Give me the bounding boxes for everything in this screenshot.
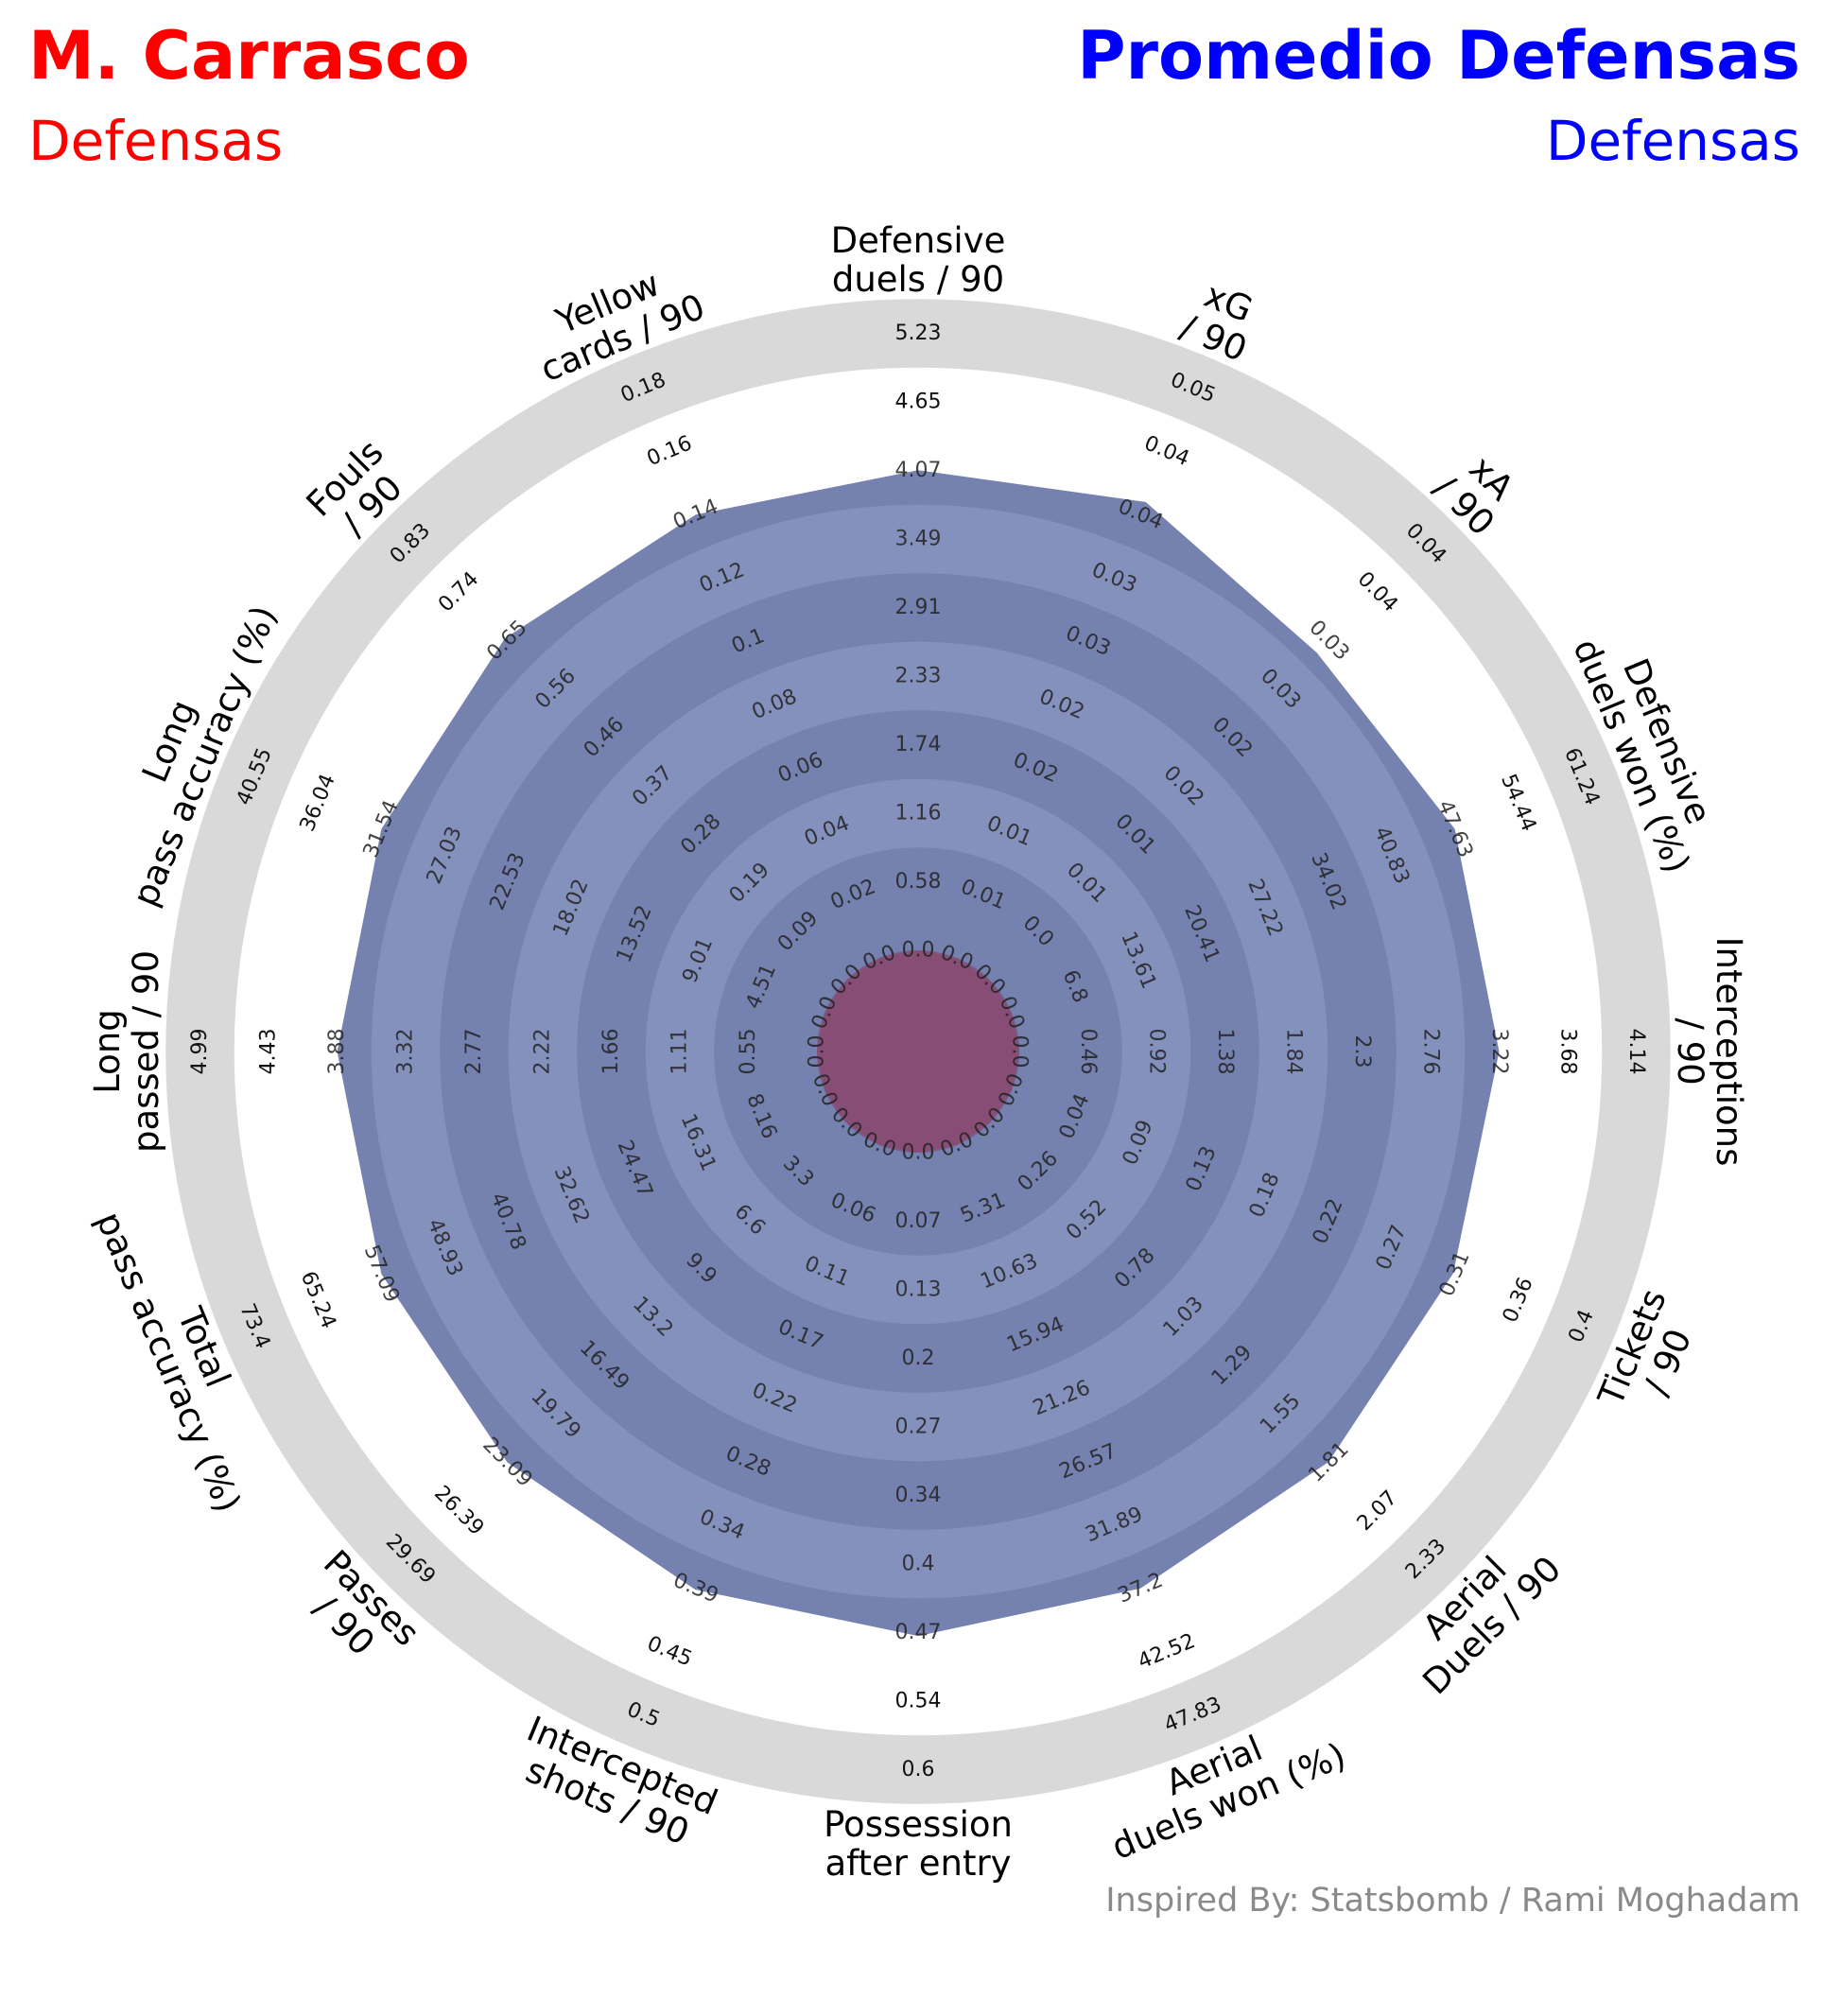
ring-value-label: 0.13 [895, 1278, 942, 1302]
ring-value-label: 2.07 [1353, 1486, 1402, 1536]
param-label: Defensive duels / 90 [831, 220, 1006, 300]
ring-value-label: 42.52 [1135, 1629, 1199, 1674]
param-label: Longpassed / 90 [87, 950, 166, 1153]
ring-value-label: 3.49 [895, 528, 942, 551]
ring-value-label: 3.22 [1487, 1029, 1511, 1075]
ring-value-label: 0.55 [737, 1029, 760, 1075]
ring-band [645, 778, 1191, 1325]
series-disc-player1 [817, 950, 1019, 1153]
ring-value-label: 26.39 [429, 1482, 488, 1540]
ring-value-label: 3.68 [1556, 1029, 1580, 1075]
ring-value-label: 3.88 [325, 1029, 349, 1075]
player2-name: Promedio Defensas [1077, 17, 1800, 95]
ring-value-label: 0.0 [902, 939, 935, 963]
ring-value-label: 36.04 [296, 771, 340, 835]
ring-value-label: 2.22 [531, 1029, 555, 1075]
ring-value-label: 4.43 [257, 1029, 281, 1075]
ring-value-label: 0.07 [895, 1209, 942, 1233]
ring-value-label: 0.36 [1499, 1274, 1538, 1326]
ring-value-label: 2.77 [462, 1029, 486, 1075]
ring-value-label: 2.3 [1350, 1035, 1374, 1069]
outer-ring [165, 299, 1671, 1804]
ring-value-label: 4.65 [895, 391, 942, 414]
ring-value-label: 2.76 [1419, 1029, 1443, 1075]
ring-value-label: 0.46 [1076, 1029, 1100, 1075]
ring-value-label: 0.0 [806, 1035, 829, 1069]
ring-value-label: 0.27 [895, 1416, 942, 1439]
ring-value-label: 1.16 [895, 802, 942, 826]
ring-value-label: 0.58 [895, 870, 942, 894]
ring-value-label: 0.4 [902, 1553, 935, 1576]
ring-value-label: 0.45 [644, 1632, 696, 1672]
series-polygon-player1 [817, 950, 1019, 1153]
ring-value-label: 1.38 [1213, 1029, 1237, 1075]
ring-band [508, 641, 1328, 1462]
ring-value-label: 0.92 [1145, 1029, 1169, 1075]
ring-value-label: 0.0 [1008, 1035, 1032, 1069]
credit-text: Inspired By: Statsbomb / Rami Moghadam [1105, 1882, 1800, 1920]
ring-value-label: 0.2 [902, 1347, 935, 1370]
ring-value-label: 2.91 [895, 596, 942, 619]
ring-value-label: 54.44 [1496, 771, 1540, 835]
param-label: Interceptions/ 90 [1670, 937, 1749, 1167]
ring-value-label: 0.54 [895, 1690, 942, 1713]
ring-value-label: 0.0 [902, 1141, 935, 1165]
ring-value-label: 1.74 [895, 733, 942, 756]
ring-value-label: 4.07 [895, 459, 942, 482]
player2-position: Defensas [1545, 109, 1800, 173]
ring-value-label: 3.32 [394, 1029, 418, 1075]
ring-value-label: 65.24 [296, 1268, 340, 1332]
ring-value-label: 0.47 [895, 1621, 942, 1644]
ring-value-label: 4.99 [188, 1029, 212, 1075]
ring-value-label: 0.04 [1140, 431, 1192, 471]
param-label: Possession after entry [824, 1804, 1013, 1884]
ring-value-label: 0.16 [644, 431, 696, 471]
ring-value-label: 0.04 [1353, 567, 1402, 617]
player1-name: M. Carrasco [28, 17, 470, 95]
ring-value-label: 1.84 [1282, 1029, 1306, 1075]
ring-value-label: 0.34 [895, 1484, 942, 1507]
ring-value-label: 1.66 [599, 1029, 623, 1075]
ring-value-label: 5.23 [895, 322, 942, 345]
player1-position: Defensas [28, 109, 284, 173]
ring-value-label: 0.6 [902, 1758, 935, 1781]
ring-value-label: 1.11 [668, 1029, 692, 1075]
ring-band [371, 504, 1466, 1599]
ring-value-label: 4.14 [1624, 1029, 1648, 1075]
ring-value-label: 2.33 [895, 665, 942, 688]
ring-value-label: 0.74 [434, 567, 483, 617]
